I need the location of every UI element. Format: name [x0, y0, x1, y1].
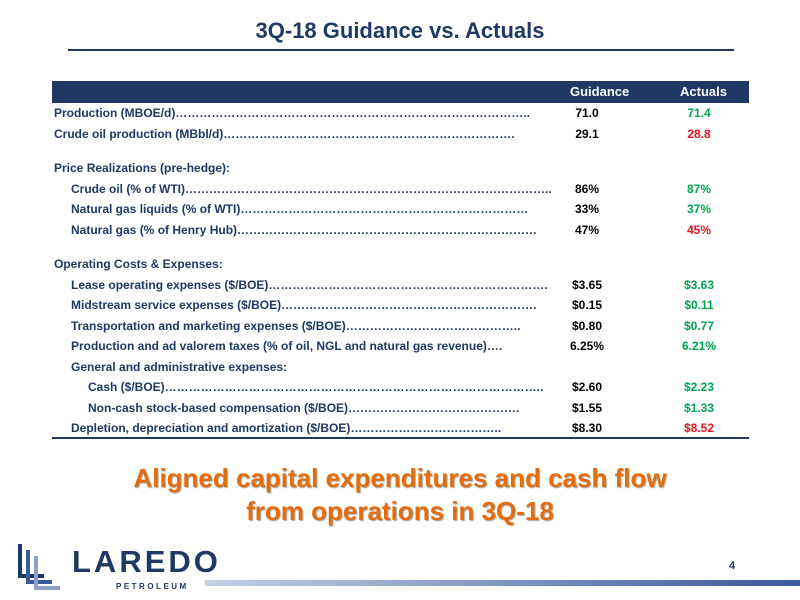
table-row: Crude oil production (MBbl/d)……………………………… — [52, 124, 749, 145]
row-label: Transportation and marketing expenses ($… — [71, 318, 521, 333]
logo-wordmark: LAREDO — [72, 544, 221, 579]
title-divider — [68, 49, 734, 51]
actual-value: $0.11 — [684, 298, 714, 312]
actual-value: 45% — [686, 222, 712, 237]
table-row: General and administrative expenses: — [52, 357, 749, 378]
table-bottom-divider — [52, 437, 749, 439]
footer-bar — [205, 580, 800, 586]
table-header: Guidance Actuals — [52, 81, 749, 102]
actual-value: $1.33 — [683, 400, 715, 415]
table-spacer — [52, 144, 749, 158]
row-label: Depletion, depreciation and amortization… — [71, 421, 502, 435]
table-row: Production and ad valorem taxes (% of oi… — [52, 336, 749, 357]
logo-mark-icon — [18, 544, 60, 590]
page-title: 3Q-18 Guidance vs. Actuals — [255, 18, 545, 43]
actual-value: $0.77 — [683, 318, 715, 333]
tagline: Aligned capital expenditures and cash fl… — [0, 462, 800, 528]
table-row: Natural gas liquids (% of WTI)…………………………… — [52, 199, 749, 220]
actual-value: 87% — [686, 181, 712, 196]
guidance-value: 29.1 — [575, 126, 599, 141]
row-label: Natural gas (% of Henry Hub)………………………………… — [71, 222, 538, 237]
guidance-value: 86% — [574, 181, 600, 196]
header-guidance: Guidance — [570, 84, 630, 99]
page-number: 4 — [729, 560, 736, 572]
row-label: Crude oil production (MBbl/d)……………………………… — [54, 126, 515, 141]
row-label: Price Realizations (pre-hedge): — [54, 161, 231, 175]
table-row: Price Realizations (pre-hedge): — [52, 158, 749, 179]
table-row: Operating Costs & Expenses: — [52, 254, 749, 275]
actual-value: 6.21% — [681, 339, 717, 353]
row-label: Cash ($/BOE)…………………………………………………………………………… — [88, 380, 544, 394]
actual-value: $3.63 — [683, 277, 715, 292]
row-label: Production and ad valorem taxes (% of oi… — [71, 339, 503, 353]
header-divider — [52, 102, 749, 103]
table-row: Production (MBOE/d)………………………………………………………… — [52, 103, 749, 124]
row-label: General and administrative expenses: — [71, 359, 288, 374]
guidance-value: $1.55 — [571, 400, 603, 415]
guidance-value: $0.15 — [571, 298, 603, 312]
guidance-value: 6.25% — [569, 339, 605, 353]
header-actuals: Actuals — [680, 84, 727, 99]
guidance-value: $3.65 — [571, 277, 603, 292]
logo-subtitle: PETROLEUM — [116, 582, 189, 591]
table-row: Non-cash stock-based compensation ($/BOE… — [52, 398, 749, 419]
table-row: Cash ($/BOE)…………………………………………………………………………… — [52, 377, 749, 398]
actual-value: $8.52 — [683, 421, 715, 435]
tagline-line-2: from operations in 3Q-18 — [246, 496, 554, 526]
tagline-line-1: Aligned capital expenditures and cash fl… — [133, 463, 667, 493]
row-label: Midstream service expenses ($/BOE)………………… — [71, 298, 537, 312]
guidance-value: $2.60 — [571, 380, 603, 394]
row-label: Production (MBOE/d)………………………………………………………… — [54, 106, 530, 120]
actual-value: 71.4 — [687, 106, 711, 120]
row-label: Non-cash stock-based compensation ($/BOE… — [88, 400, 520, 415]
laredo-logo: LAREDO PETROLEUM — [14, 540, 218, 594]
guidance-value: $0.80 — [571, 318, 603, 333]
guidance-value: 71.0 — [575, 106, 599, 120]
actual-value: $2.23 — [683, 380, 715, 394]
table-row: Crude oil (% of WTI)……………………………………………………… — [52, 179, 749, 200]
table-spacer — [52, 240, 749, 254]
table-row: Natural gas (% of Henry Hub)………………………………… — [52, 220, 749, 241]
table-row: Lease operating expenses ($/BOE)……………………… — [52, 275, 749, 296]
guidance-value: 33% — [574, 202, 600, 216]
guidance-value: 47% — [574, 222, 600, 237]
row-label: Lease operating expenses ($/BOE)……………………… — [71, 277, 548, 292]
actual-value: 28.8 — [687, 126, 711, 141]
row-label: Operating Costs & Expenses: — [54, 257, 223, 271]
table-row: Depletion, depreciation and amortization… — [52, 418, 749, 439]
guidance-value: $8.30 — [571, 421, 603, 435]
row-label: Crude oil (% of WTI)……………………………………………………… — [71, 181, 552, 196]
guidance-table: Guidance Actuals Production (MBOE/d)…………… — [52, 81, 749, 439]
actual-value: 37% — [686, 202, 712, 216]
table-row: Transportation and marketing expenses ($… — [52, 316, 749, 337]
row-label: Natural gas liquids (% of WTI)…………………………… — [71, 202, 529, 216]
table-row: Midstream service expenses ($/BOE)………………… — [52, 295, 749, 316]
table-body: Production (MBOE/d)………………………………………………………… — [52, 103, 749, 439]
